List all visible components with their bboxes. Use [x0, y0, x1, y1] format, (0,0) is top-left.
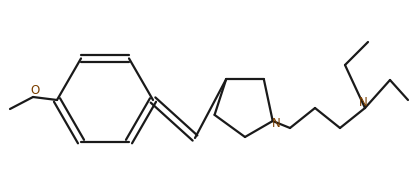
Text: O: O [30, 83, 40, 96]
Text: N: N [272, 116, 281, 130]
Text: N: N [358, 96, 366, 109]
